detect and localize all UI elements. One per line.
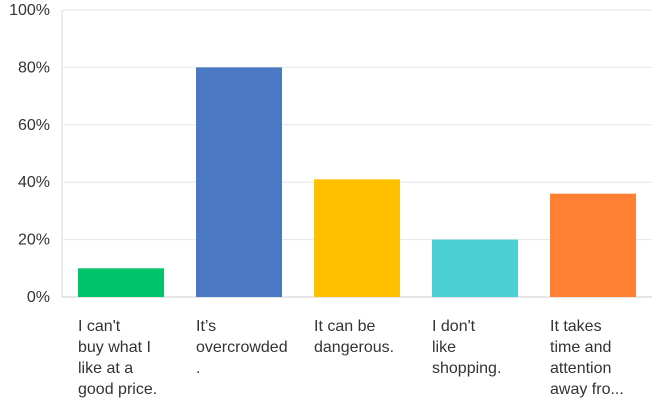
y-tick-label: 80% — [18, 59, 50, 76]
x-category-label-line: away fro... — [550, 381, 624, 398]
x-category-label-line: buy what I — [78, 339, 151, 356]
x-category-label: It’s overcrowded. — [196, 318, 288, 377]
x-category-label-line: like at a — [78, 360, 133, 377]
x-category-label: It takes time and attention away fro... — [550, 318, 624, 398]
x-category-label-line: I can't — [78, 318, 121, 335]
bar — [432, 239, 518, 297]
x-category-label-line: It’s — [196, 318, 216, 335]
x-category-label: I can't buy what I like at a good price. — [78, 318, 157, 398]
y-tick-label: 20% — [18, 232, 50, 249]
x-category-label: I don't like shopping. — [432, 318, 501, 377]
bar — [314, 179, 400, 297]
x-category-label-line: dangerous. — [314, 339, 394, 356]
y-tick-label: 60% — [18, 117, 50, 134]
x-category-label-line: . — [196, 360, 200, 377]
x-category-label-line: overcrowded — [196, 339, 288, 356]
x-category-label: It can be dangerous. — [314, 318, 394, 356]
x-category-label-line: attention — [550, 360, 611, 377]
y-tick-label: 0% — [27, 289, 50, 306]
y-tick-label: 100% — [9, 2, 50, 19]
x-category-label-line: time and — [550, 339, 611, 356]
y-tick-label: 40% — [18, 174, 50, 191]
x-category-label-line: It can be — [314, 318, 375, 335]
x-category-label-line: like — [432, 339, 456, 356]
x-category-label-line: good price. — [78, 381, 157, 398]
x-category-label-line: It takes — [550, 318, 602, 335]
bar — [196, 67, 282, 298]
bar — [550, 193, 636, 297]
x-category-label-line: shopping. — [432, 360, 501, 377]
x-category-label-line: I don't — [432, 318, 476, 335]
bar — [78, 268, 164, 297]
